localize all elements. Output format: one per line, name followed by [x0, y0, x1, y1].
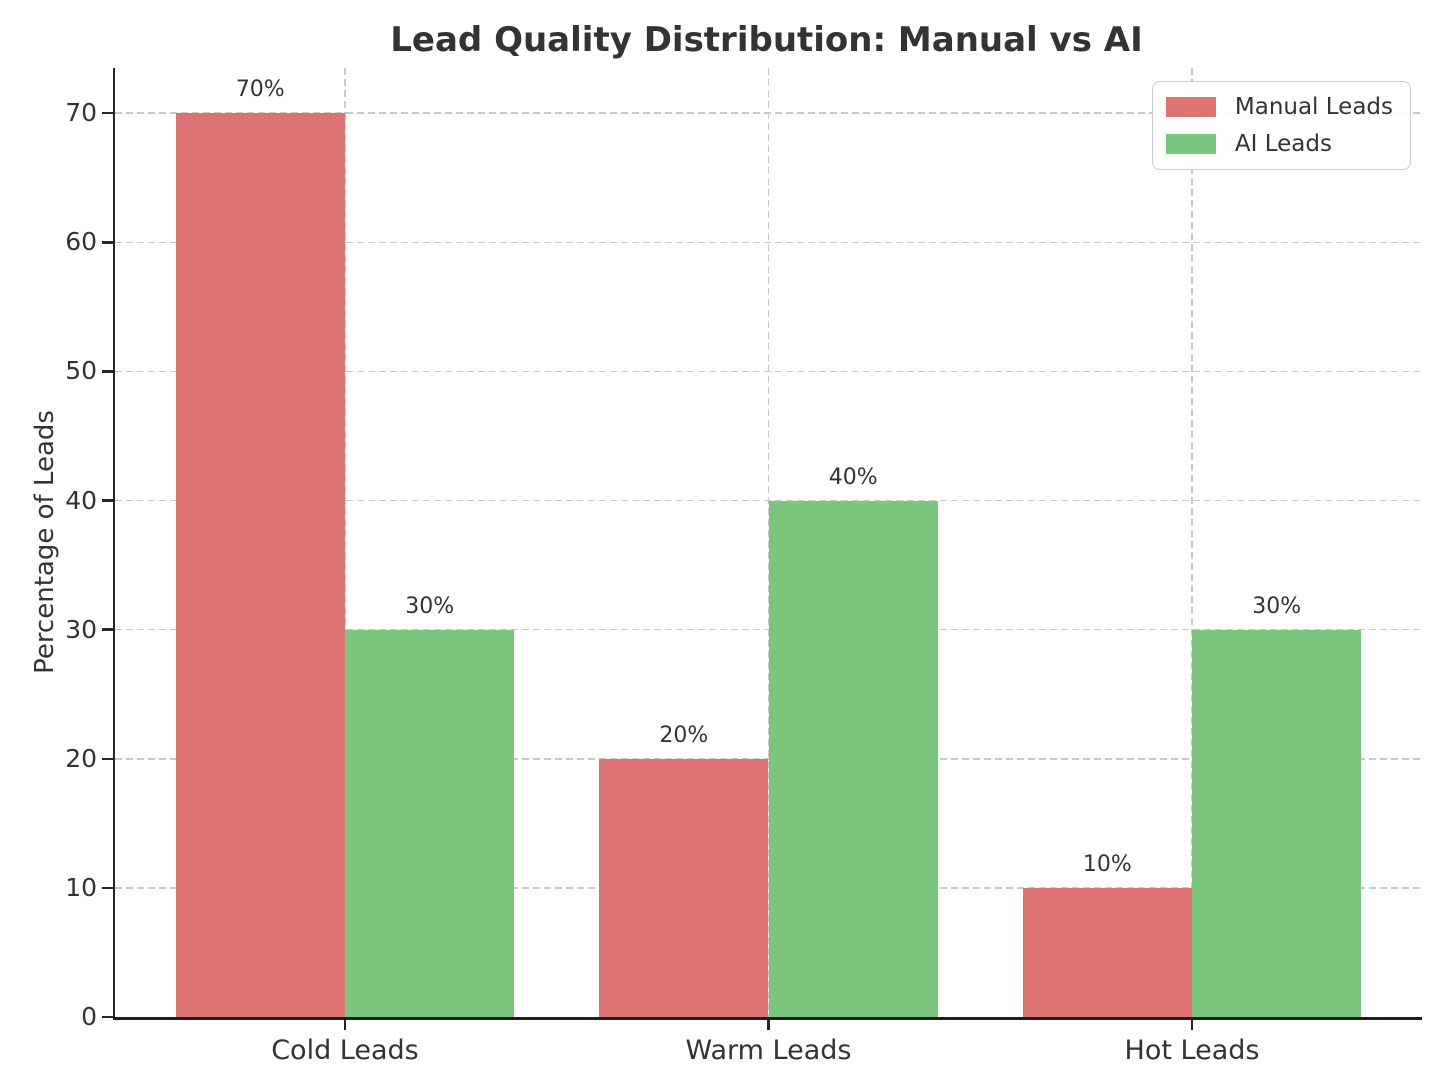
- y-tick-label-10: 10: [65, 872, 97, 902]
- y-tick-label-70: 70: [65, 98, 97, 128]
- bar-manual-leads-hot-leads: [1022, 887, 1193, 1017]
- bar-value-label-ai-leads-warm-leads: 40%: [828, 464, 878, 490]
- legend-swatch-ai-leads-icon: [1165, 134, 1216, 154]
- x-tick-label-hot-leads: Hot Leads: [1124, 1035, 1260, 1066]
- bar-value-label-ai-leads-hot-leads: 30%: [1252, 593, 1302, 619]
- bar-manual-leads-warm-leads: [599, 758, 769, 1017]
- y-tick-label-0: 0: [81, 1002, 97, 1031]
- v-gridline-hot-leads: [1191, 68, 1193, 1017]
- bar-ai-leads-warm-leads: [768, 500, 938, 1017]
- v-gridline-cold-leads: [344, 68, 346, 1017]
- plot-area: 0 10 20 30 40 50 60 70 Cold Leads Warm Leads Hot L…: [65, 68, 1422, 1066]
- y-axis-tick-70: [102, 111, 113, 115]
- y-tick-label-50: 50: [65, 356, 97, 386]
- y-axis-tick-20: [102, 757, 113, 761]
- x-axis-tick-cold-leads: [343, 1020, 347, 1030]
- legend: Manual Leads AI Leads: [1151, 81, 1411, 170]
- legend-label-manual-leads: Manual Leads: [1234, 94, 1393, 120]
- y-axis-tick-10: [102, 886, 113, 890]
- y-axis-tick-30: [102, 628, 113, 631]
- legend-label-ai-leads: AI Leads: [1234, 131, 1332, 157]
- y-tick-label-40: 40: [65, 485, 97, 515]
- legend-item-manual-leads: Manual Leads: [1165, 94, 1393, 120]
- x-tick-label-cold-leads: Cold Leads: [271, 1035, 419, 1066]
- y-axis-tick-0: [102, 1015, 113, 1019]
- x-axis-tick-hot-leads: [1190, 1020, 1194, 1030]
- y-axis-tick-40: [102, 499, 113, 502]
- bar-value-label-ai-leads-cold-leads: 30%: [405, 593, 455, 619]
- chart-title: Lead Quality Distribution: Manual vs AI: [390, 20, 1143, 60]
- bar-ai-leads-cold-leads: [344, 629, 515, 1017]
- y-tick-label-60: 60: [65, 227, 97, 257]
- bar-value-label-manual-leads-warm-leads: 20%: [659, 722, 709, 748]
- legend-swatch-manual-leads-icon: [1165, 97, 1216, 117]
- y-axis-tick-60: [102, 241, 113, 244]
- y-axis-tick-50: [102, 370, 113, 373]
- bar-value-label-manual-leads-hot-leads: 10%: [1082, 851, 1132, 877]
- bar-manual-leads-cold-leads: [175, 113, 345, 1017]
- legend-item-ai-leads: AI Leads: [1165, 131, 1393, 157]
- x-tick-label-warm-leads: Warm Leads: [685, 1035, 852, 1066]
- y-tick-label-20: 20: [65, 743, 97, 773]
- x-axis-tick-warm-leads: [767, 1020, 770, 1030]
- y-tick-label-30: 30: [65, 614, 97, 644]
- bar-ai-leads-hot-leads: [1192, 629, 1362, 1017]
- bar-value-label-manual-leads-cold-leads: 70%: [235, 77, 285, 103]
